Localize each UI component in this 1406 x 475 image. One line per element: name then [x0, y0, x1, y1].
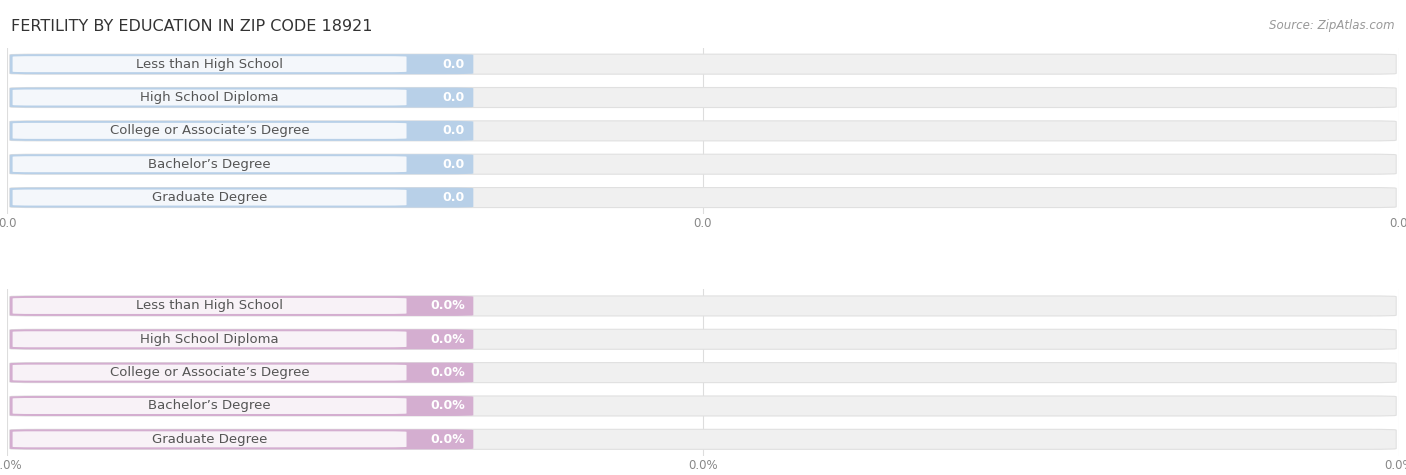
FancyBboxPatch shape: [10, 296, 1396, 316]
FancyBboxPatch shape: [13, 89, 406, 105]
FancyBboxPatch shape: [10, 121, 1396, 141]
FancyBboxPatch shape: [13, 331, 406, 347]
FancyBboxPatch shape: [10, 362, 474, 383]
FancyBboxPatch shape: [13, 365, 406, 380]
Text: High School Diploma: High School Diploma: [141, 333, 278, 346]
Text: High School Diploma: High School Diploma: [141, 91, 278, 104]
FancyBboxPatch shape: [10, 188, 474, 208]
Text: Graduate Degree: Graduate Degree: [152, 191, 267, 204]
FancyBboxPatch shape: [13, 431, 406, 447]
FancyBboxPatch shape: [10, 396, 1396, 416]
FancyBboxPatch shape: [13, 298, 406, 314]
Text: 0.0: 0.0: [443, 124, 465, 137]
Text: 0.0: 0.0: [443, 91, 465, 104]
Text: 0.0: 0.0: [443, 191, 465, 204]
FancyBboxPatch shape: [10, 87, 474, 107]
Text: 0.0%: 0.0%: [430, 433, 465, 446]
Text: 0.0%: 0.0%: [430, 399, 465, 412]
Text: Source: ZipAtlas.com: Source: ZipAtlas.com: [1270, 19, 1395, 32]
FancyBboxPatch shape: [10, 188, 1396, 208]
Text: 0.0: 0.0: [443, 57, 465, 71]
FancyBboxPatch shape: [10, 296, 474, 316]
FancyBboxPatch shape: [10, 429, 1396, 449]
FancyBboxPatch shape: [10, 154, 474, 174]
Text: Less than High School: Less than High School: [136, 57, 283, 71]
FancyBboxPatch shape: [10, 87, 1396, 107]
Text: 0.0%: 0.0%: [430, 333, 465, 346]
Text: Bachelor’s Degree: Bachelor’s Degree: [148, 158, 271, 171]
Text: Graduate Degree: Graduate Degree: [152, 433, 267, 446]
Text: Bachelor’s Degree: Bachelor’s Degree: [148, 399, 271, 412]
FancyBboxPatch shape: [13, 398, 406, 414]
Text: 0.0%: 0.0%: [430, 299, 465, 313]
Text: FERTILITY BY EDUCATION IN ZIP CODE 18921: FERTILITY BY EDUCATION IN ZIP CODE 18921: [11, 19, 373, 34]
FancyBboxPatch shape: [13, 123, 406, 139]
FancyBboxPatch shape: [10, 429, 474, 449]
Text: 0.0: 0.0: [443, 158, 465, 171]
Text: 0.0%: 0.0%: [430, 366, 465, 379]
FancyBboxPatch shape: [13, 56, 406, 72]
FancyBboxPatch shape: [10, 329, 1396, 349]
FancyBboxPatch shape: [10, 362, 1396, 383]
Text: College or Associate’s Degree: College or Associate’s Degree: [110, 124, 309, 137]
FancyBboxPatch shape: [13, 156, 406, 172]
FancyBboxPatch shape: [10, 396, 474, 416]
FancyBboxPatch shape: [10, 154, 1396, 174]
Text: College or Associate’s Degree: College or Associate’s Degree: [110, 366, 309, 379]
FancyBboxPatch shape: [10, 54, 474, 74]
FancyBboxPatch shape: [13, 190, 406, 206]
Text: Less than High School: Less than High School: [136, 299, 283, 313]
FancyBboxPatch shape: [10, 54, 1396, 74]
FancyBboxPatch shape: [10, 329, 474, 349]
FancyBboxPatch shape: [10, 121, 474, 141]
